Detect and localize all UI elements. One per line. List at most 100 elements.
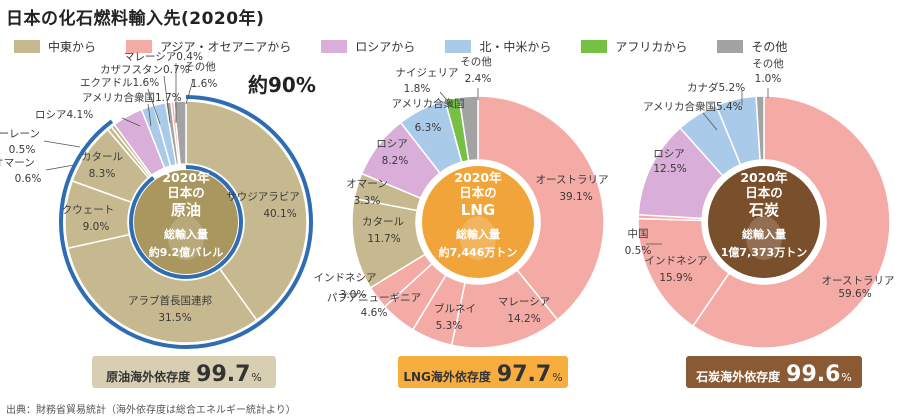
slice-name-label: パプアニューギニア xyxy=(327,292,421,304)
leader-line xyxy=(163,75,171,124)
slice-name-label: ロシア4.1% xyxy=(35,109,93,121)
slice-value-label: 0.5% xyxy=(9,144,36,156)
legend-swatch xyxy=(321,39,348,53)
legend-label: アフリカから xyxy=(615,39,688,54)
legend-item-north-central-america: 北・中米から xyxy=(445,38,551,55)
legend-label: その他 xyxy=(751,39,788,54)
legend-swatch xyxy=(717,39,744,53)
badge-label: LNG海外依存度 xyxy=(403,370,491,384)
slice-value-label: 12.5% xyxy=(653,163,686,175)
slice-name-label: アメリカ合衆国1.7% xyxy=(82,91,182,104)
legend-swatch xyxy=(14,39,40,53)
middle-east-highlight-inner-arc xyxy=(129,165,243,279)
slice-name-label: エクアドル1.6% xyxy=(80,77,159,89)
legend-label: 北・中米から xyxy=(479,39,552,54)
center-disc xyxy=(422,166,534,278)
slice-value-label: 9.0% xyxy=(83,221,110,233)
slice-name-label: カザフスタン0.7% xyxy=(100,64,190,76)
slice-value-label: 1.8% xyxy=(404,83,431,95)
center-disc xyxy=(708,166,820,278)
slice-value-label: 0.6% xyxy=(15,173,42,185)
slice-value-label: 1.0% xyxy=(755,73,782,85)
slice-value-label: 15.9% xyxy=(659,272,692,284)
callout-label: 約90% xyxy=(248,73,316,97)
slice-name-label: オーストラリア xyxy=(822,275,895,287)
slice-value-label: 4.6% xyxy=(361,307,388,319)
pie-slice xyxy=(755,95,765,161)
center-disc xyxy=(134,170,238,274)
slice-name-label: ブルネイ xyxy=(434,302,476,315)
coal-dependency-badge: 石炭海外依存度 99.6 % xyxy=(686,356,862,388)
center-text: 総輸入量 xyxy=(164,227,208,241)
legend: 中東から アジア・オセアニアから ロシアから 北・中米から アフリカから その他 xyxy=(14,36,817,56)
slice-name-label: アメリカ合衆国 xyxy=(392,97,465,110)
pie-slice xyxy=(458,95,479,162)
slice-name-label: オマーン xyxy=(346,178,387,190)
slice-name-label: オーストラリア xyxy=(536,174,609,186)
center-text: 日本の xyxy=(167,185,205,200)
center-text: 1億7,373万トン xyxy=(721,245,807,259)
slice-value-label: 0.5% xyxy=(625,245,652,257)
center-text: 2020年 xyxy=(162,170,210,185)
slice-name-label: クウェート xyxy=(62,204,115,216)
center-text: 日本の xyxy=(745,185,783,200)
slice-value-label: 40.1% xyxy=(263,208,296,220)
slice-name-label: その他 xyxy=(184,60,216,73)
slice-name-label: インドネシア xyxy=(314,272,377,284)
pie-slice xyxy=(477,95,605,321)
badge-value: 97.7 xyxy=(496,362,552,387)
legend-swatch xyxy=(445,39,472,53)
badge-value: 99.7 xyxy=(196,362,251,387)
slice-name-label: 中国 xyxy=(628,227,649,240)
center-text: 原油 xyxy=(171,201,201,219)
slice-name-label: ナイジェリア xyxy=(396,67,459,79)
slice-name-label: カタール xyxy=(362,216,404,228)
slice-value-label: 6.3% xyxy=(415,122,442,134)
source-note: 出典：財務省貿易統計（海外依存度は総合エネルギー統計より） xyxy=(6,405,296,416)
slice-name-label: ロシア xyxy=(653,148,685,160)
slice-value-label: 31.5% xyxy=(158,312,191,324)
slice-value-label: 3.3% xyxy=(354,195,381,207)
slice-name-label: マレーシア xyxy=(498,296,550,308)
legend-swatch xyxy=(126,39,153,53)
slice-value-label: 2.4% xyxy=(465,73,492,85)
leader-line xyxy=(43,140,81,148)
lng-dependency-badge: LNG海外依存度 97.7 % xyxy=(398,356,568,388)
slice-name-label: アメリカ合衆国5.4% xyxy=(643,100,743,113)
slice-name-label: マレーシア0.4% xyxy=(124,51,203,63)
page-title: 日本の化石燃料輸入先(2020年) xyxy=(6,9,265,29)
crude-dependency-badge: 原油海外依存度 99.7 % xyxy=(92,356,276,388)
legend-item-russia: ロシアから xyxy=(321,38,415,55)
pie-slice xyxy=(691,95,891,349)
slice-value-label: 3.0% xyxy=(340,289,367,301)
center-text: 総輸入量 xyxy=(742,227,786,241)
badge-value: 99.6 xyxy=(786,362,841,387)
slice-name-label: インドネシア xyxy=(645,255,708,267)
leader-line xyxy=(147,103,152,127)
legend-label: 中東から xyxy=(48,39,97,54)
leader-line xyxy=(121,117,141,127)
slice-value-label: 8.2% xyxy=(382,155,409,167)
slice-name-label: アラブ首長国連邦 xyxy=(128,294,212,307)
leader-line xyxy=(45,164,75,171)
leader-line xyxy=(702,112,718,131)
center-text: 日本の xyxy=(459,185,497,200)
badge-label: 原油海外依存度 xyxy=(106,370,191,384)
leader-line xyxy=(185,79,194,105)
badge-unit: % xyxy=(251,371,262,384)
slice-name-label: バーレーン xyxy=(0,128,40,140)
slice-value-label: 14.2% xyxy=(507,313,540,325)
center-text: 2020年 xyxy=(740,170,788,185)
legend-item-africa: アフリカから xyxy=(581,38,687,55)
center-text: 総輸入量 xyxy=(456,227,500,241)
slice-value-label: 59.6% xyxy=(838,288,871,300)
slice-value-label: 11.7% xyxy=(367,233,400,245)
leader-line xyxy=(439,91,455,109)
slice-name-label: カタール xyxy=(81,151,123,163)
slice-name-label: その他 xyxy=(460,55,492,68)
pie-slice xyxy=(173,100,187,166)
pie-slice xyxy=(185,100,308,322)
